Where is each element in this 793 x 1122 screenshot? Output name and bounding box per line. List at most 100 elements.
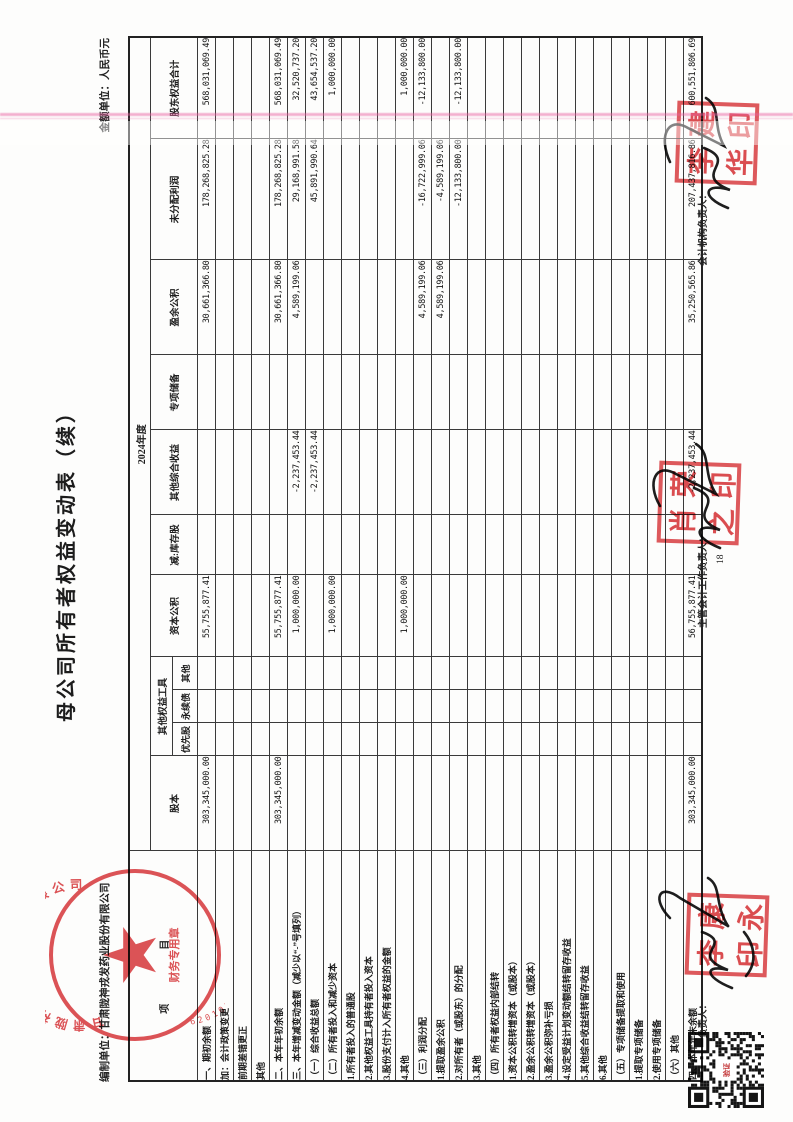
cell-value: [287, 756, 306, 851]
cell-value: [485, 515, 504, 575]
cell-value: [413, 575, 432, 657]
cell-value: [575, 756, 594, 851]
cell-value: [305, 756, 324, 851]
cell-value: [413, 756, 432, 851]
cell-value: [431, 657, 450, 690]
cell-value: [413, 515, 432, 575]
cell-value: [647, 690, 666, 723]
cell-value: [683, 355, 702, 430]
cell-value: 178,268,825.28: [269, 139, 288, 260]
row-label: 1.提取盈余公积: [431, 851, 450, 1081]
cell-value: [557, 139, 576, 260]
row-label: 3.盈余公积弥补亏损: [539, 851, 558, 1081]
cell-value: [665, 756, 684, 851]
cell-value: 1,000,000.00: [323, 575, 342, 657]
table-row: 1.提取盈余公积 4,589,199.06 -4,589,199.06: [431, 36, 450, 1081]
cell-value: [395, 690, 414, 723]
table-row: （三）利润分配 4,589,199.06 -16,722,999.06 -12,133…: [413, 36, 432, 1081]
cell-value: [557, 723, 576, 756]
cell-value: -16,722,999.06: [413, 139, 432, 260]
col-special-reserve-header: 专项储备: [150, 355, 198, 430]
cell-value: [467, 139, 486, 260]
row-label: （二）所有者投入和减少资本: [323, 851, 342, 1081]
cell-value: [395, 430, 414, 515]
cell-value: [647, 260, 666, 355]
cell-value: [467, 260, 486, 355]
cell-value: [377, 355, 396, 430]
col-treasury-header: 减:库存股: [150, 515, 198, 575]
cell-value: [593, 139, 612, 260]
cell-value: [503, 260, 522, 355]
cell-value: [215, 139, 234, 260]
cell-value: [521, 430, 540, 515]
cell-value: [251, 575, 270, 657]
cell-value: [413, 723, 432, 756]
cell-value: [287, 355, 306, 430]
cell-value: [629, 756, 648, 851]
cell-value: [413, 430, 432, 515]
cell-value: [233, 575, 252, 657]
table-row: 5.其他综合收益结转留存收益: [575, 36, 594, 1081]
cell-value: [539, 139, 558, 260]
cell-value: [683, 690, 702, 723]
row-label: 5.其他综合收益结转留存收益: [575, 851, 594, 1081]
table-row: 3.盈余公积弥补亏损: [539, 36, 558, 1081]
cell-value: [521, 690, 540, 723]
row-label: 1.所有者投入的普通股: [341, 851, 360, 1081]
cell-value: [197, 430, 216, 515]
cell-value: [197, 657, 216, 690]
cell-value: [215, 723, 234, 756]
cell-value: [557, 430, 576, 515]
table-body: 一、期初余额 303,345,000.00 55,755,877.41 30,661,…: [197, 36, 702, 1081]
cell-value: [377, 723, 396, 756]
cell-value: [521, 139, 540, 260]
cell-value: [431, 756, 450, 851]
cell-value: [251, 723, 270, 756]
cell-value: [197, 515, 216, 575]
cell-value: [359, 657, 378, 690]
cell-value: [629, 575, 648, 657]
col-preferred-header: 优先股: [172, 723, 198, 756]
row-label: 4.其他: [395, 851, 414, 1081]
cell-value: [233, 515, 252, 575]
cell-value: [647, 657, 666, 690]
cell-value: [305, 515, 324, 575]
cell-value: [269, 515, 288, 575]
cell-value: [287, 657, 306, 690]
cell-value: [341, 575, 360, 657]
svg-text:甘肃陇神戎发药业股份有限公司: 甘肃陇神戎发药业股份有限公司: [45, 878, 105, 1033]
cell-value: [593, 430, 612, 515]
cell-value: 4,589,199.06: [413, 260, 432, 355]
table-row: 1.所有者投入的普通股: [341, 36, 360, 1081]
cell-value: [593, 355, 612, 430]
cell-value: [431, 575, 450, 657]
cell-value: [395, 355, 414, 430]
cell-value: [575, 723, 594, 756]
cell-value: 30,661,366.80: [269, 260, 288, 355]
signature-accounting-head: [663, 96, 731, 210]
cell-value: [485, 690, 504, 723]
cell-value: [611, 260, 630, 355]
cell-value: [485, 723, 504, 756]
cell-value: [503, 575, 522, 657]
cell-value: [521, 756, 540, 851]
cell-value: [665, 575, 684, 657]
cell-value: [377, 690, 396, 723]
cell-value: [593, 575, 612, 657]
row-label: 前期差错更正: [233, 851, 252, 1081]
cell-value: [233, 756, 252, 851]
cell-value: [665, 355, 684, 430]
cell-value: [341, 657, 360, 690]
col-share-capital-header: 股本: [150, 756, 198, 851]
cell-value: [593, 690, 612, 723]
cell-value: [611, 515, 630, 575]
cell-value: [233, 690, 252, 723]
cell-value: [251, 430, 270, 515]
cell-value: -12,133,800.00: [449, 139, 468, 260]
cell-value: [629, 139, 648, 260]
row-label: （五）专项储备提取和使用: [611, 851, 630, 1081]
cell-value: [665, 723, 684, 756]
cell-value: [377, 575, 396, 657]
cell-value: [323, 690, 342, 723]
cell-value: [539, 723, 558, 756]
